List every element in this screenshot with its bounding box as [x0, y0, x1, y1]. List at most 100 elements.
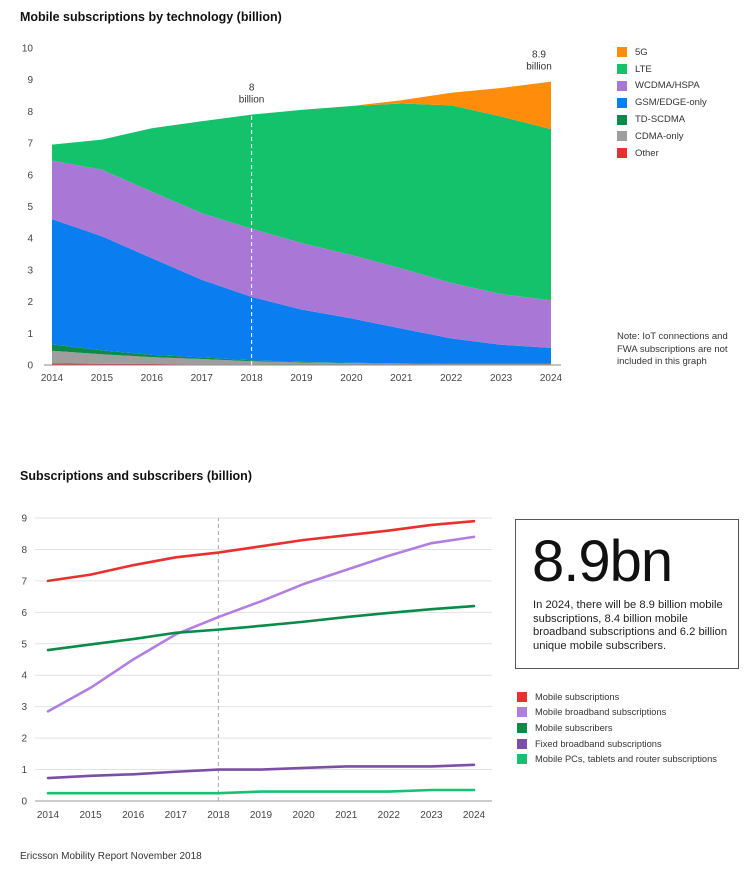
- legend-label: Mobile subscribers: [535, 722, 613, 733]
- footer-source: Ericsson Mobility Report November 2018: [20, 851, 202, 862]
- legend-swatch: [517, 754, 527, 765]
- x-tick-label: 2024: [463, 810, 486, 821]
- x-tick-label: 2024: [540, 373, 563, 384]
- y-tick-label: 0: [27, 361, 33, 372]
- line-mobile-broadband-subscriptions: [46, 535, 476, 713]
- x-tick-label: 2018: [240, 373, 263, 384]
- x-tick-label: 2020: [340, 373, 363, 384]
- legend-swatch: [617, 148, 627, 159]
- callout-box: 8.9bn In 2024, there will be 8.9 billion…: [515, 519, 739, 669]
- line-mobile-subscribers: [46, 604, 476, 652]
- legend-label: GSM/EDGE-only: [635, 97, 707, 109]
- y-tick-label: 5: [27, 202, 33, 213]
- y-tick-label: 9: [21, 514, 27, 525]
- legend-item-wcdma-hspa: WCDMA/HSPA: [617, 78, 707, 95]
- y-tick-label: 4: [27, 234, 33, 245]
- x-tick-label: 2015: [91, 373, 114, 384]
- legend-item-fixed-broadband-subscriptions: Fixed broadband subscriptions: [517, 736, 717, 752]
- x-tick-label: 2014: [37, 810, 60, 821]
- legend-swatch: [517, 738, 527, 749]
- legend-label: Fixed broadband subscriptions: [535, 738, 662, 749]
- x-tick-label: 2016: [141, 373, 164, 384]
- legend-item-mobile-pcs-tablets-and-router-subscriptions: Mobile PCs, tablets and router subscript…: [517, 751, 717, 767]
- chart1-note: Note: IoT connections and FWA subscripti…: [617, 331, 728, 367]
- x-tick-label: 2021: [390, 373, 413, 384]
- legend-swatch: [517, 707, 527, 718]
- line-mobile-subscriptions: [46, 519, 476, 583]
- x-tick-label: 2017: [165, 810, 188, 821]
- y-tick-label: 9: [27, 75, 33, 86]
- x-tick-label: 2022: [440, 373, 463, 384]
- legend-item-mobile-broadband-subscriptions: Mobile broadband subscriptions: [517, 705, 717, 721]
- y-tick-label: 8: [27, 107, 33, 118]
- annotation-label: billion: [526, 62, 552, 73]
- x-tick-label: 2015: [79, 810, 102, 821]
- y-tick-label: 4: [21, 671, 27, 682]
- x-tick-label: 2019: [290, 373, 313, 384]
- x-tick-label: 2019: [250, 810, 273, 821]
- y-tick-label: 6: [27, 170, 33, 181]
- y-tick-label: 2: [21, 734, 27, 745]
- chart1-title: Mobile subscriptions by technology (bill…: [20, 10, 282, 24]
- legend-swatch: [617, 131, 627, 142]
- legend-item-mobile-subscriptions: Mobile subscriptions: [517, 689, 717, 705]
- annotation-label: 8.9: [532, 50, 546, 61]
- y-tick-label: 2: [27, 297, 33, 308]
- legend-item-gsm-edge-only: GSM/EDGE-only: [617, 94, 707, 111]
- legend-item-cdma-only: CDMA-only: [617, 128, 707, 145]
- legend-swatch: [617, 47, 627, 58]
- y-tick-label: 3: [27, 265, 33, 276]
- callout-text: In 2024, there will be 8.9 billion mobil…: [533, 599, 728, 652]
- legend-item-other: Other: [617, 145, 707, 162]
- legend-swatch: [617, 97, 627, 108]
- x-tick-label: 2022: [378, 810, 401, 821]
- legend-label: WCDMA/HSPA: [635, 80, 700, 92]
- legend-item-5g: 5G: [617, 44, 707, 61]
- legend-label: Mobile subscriptions: [535, 691, 620, 702]
- legend-label: LTE: [635, 63, 652, 75]
- annotation-label: billion: [239, 95, 265, 106]
- legend-item-lte: LTE: [617, 61, 707, 78]
- y-tick-label: 0: [21, 797, 27, 808]
- y-tick-label: 10: [22, 44, 34, 55]
- line-fixed-broadband-subscriptions: [46, 763, 476, 780]
- x-tick-label: 2023: [420, 810, 443, 821]
- area-wcdma-hspa: [52, 160, 551, 348]
- chart1-legend: 5G LTE WCDMA/HSPA GSM/EDGE-only TD-SCDMA CDMA…: [617, 44, 707, 162]
- y-tick-label: 3: [21, 702, 27, 713]
- y-tick-label: 1: [27, 329, 33, 340]
- legend-label: Mobile PCs, tablets and router subscript…: [535, 754, 717, 765]
- chart2-title: Subscriptions and subscribers (billion): [20, 469, 252, 483]
- x-tick-label: 2016: [122, 810, 145, 821]
- legend-item-mobile-subscribers: Mobile subscribers: [517, 720, 717, 736]
- legend-label: 5G: [635, 46, 648, 58]
- x-tick-label: 2021: [335, 810, 358, 821]
- legend-label: Other: [635, 147, 659, 159]
- annotation-label: 8: [249, 83, 255, 94]
- x-tick-label: 2023: [490, 373, 513, 384]
- area-gsm-edge-only: [52, 219, 551, 364]
- area-lte: [52, 103, 551, 301]
- area-5g: [52, 81, 551, 145]
- y-tick-label: 5: [21, 639, 27, 650]
- x-tick-label: 2018: [207, 810, 230, 821]
- chart1-plot: 0 1 2 3 4 5 6 7 8 9 10 2014 2015 2016 2017 2018 2019 2020…: [22, 44, 563, 385]
- legend-label: Mobile broadband subscriptions: [535, 707, 667, 718]
- x-tick-label: 2020: [292, 810, 315, 821]
- chart2-legend: Mobile subscriptions Mobile broadband sub…: [517, 689, 717, 767]
- line-mobile-pcs-tablets-and-router-subscriptions: [46, 788, 476, 795]
- legend-swatch: [617, 80, 627, 91]
- legend-label: TD-SCDMA: [635, 114, 686, 126]
- y-tick-label: 7: [21, 576, 27, 587]
- x-tick-label: 2017: [191, 373, 214, 384]
- y-tick-label: 1: [21, 765, 27, 776]
- area-cdma-only: [52, 350, 551, 365]
- callout-headline: 8.9bn: [532, 529, 673, 594]
- legend-swatch: [617, 64, 627, 75]
- x-tick-label: 2014: [41, 373, 64, 384]
- y-tick-label: 7: [27, 139, 33, 150]
- legend-item-td-scdma: TD-SCDMA: [617, 111, 707, 128]
- y-tick-label: 6: [21, 608, 27, 619]
- legend-swatch: [517, 722, 527, 733]
